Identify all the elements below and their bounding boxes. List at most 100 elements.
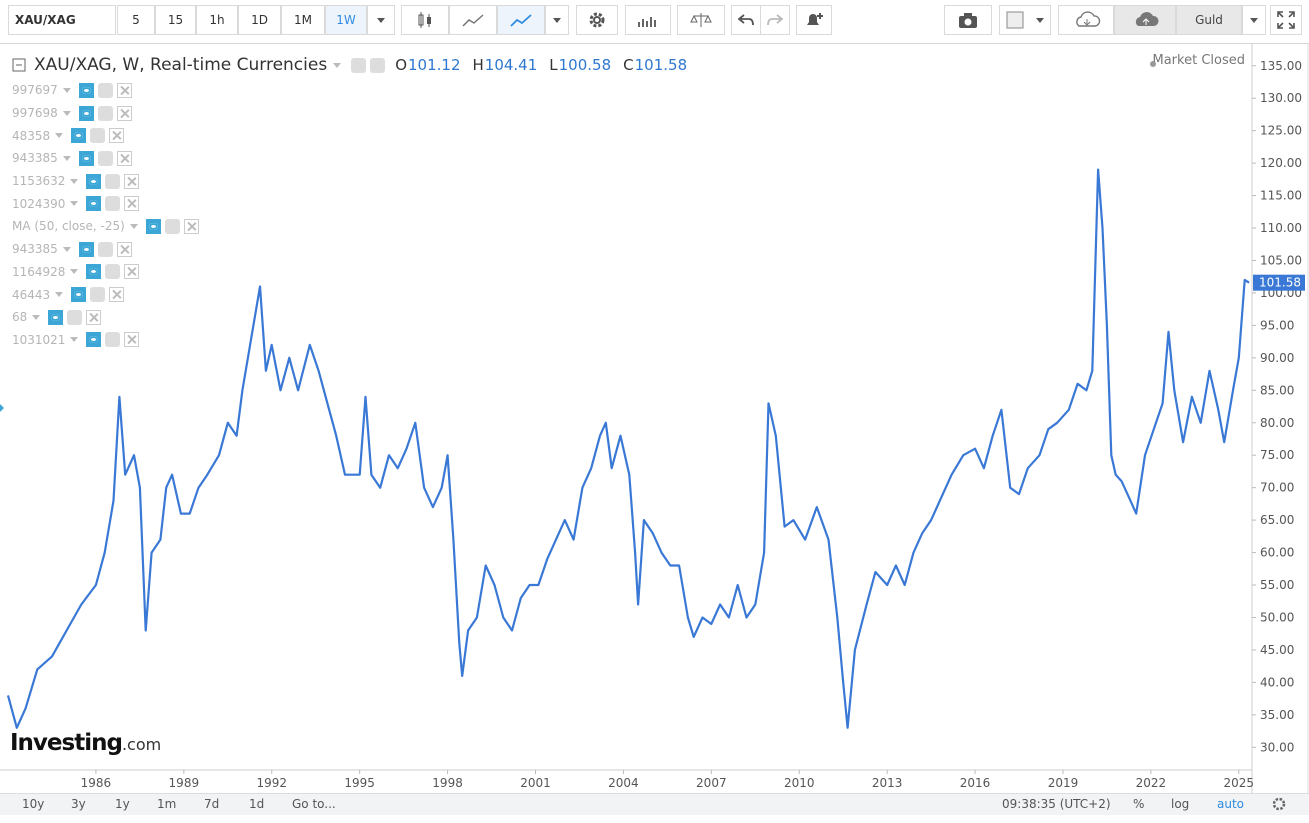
side-arrow[interactable] [0,404,4,412]
indicator-row: 943385 [12,147,203,170]
eye-icon[interactable] [86,332,102,348]
gear-icon[interactable] [105,332,121,348]
indicators-button[interactable] [625,5,671,35]
ohlc: O 101.12 H 104.41 L 100.58 C 101.58 [395,56,699,74]
gear-icon[interactable] [90,128,106,144]
gear-icon[interactable] [164,218,180,234]
eye-icon[interactable] [48,309,64,325]
indicator-name: 68 [12,310,28,325]
interval-button[interactable]: 1D [238,5,281,35]
caret [70,269,79,275]
eye-icon[interactable] [86,264,102,280]
eye-icon[interactable] [78,241,94,257]
caret [70,201,79,207]
ohlc-label: H [472,56,484,74]
caret [129,223,138,229]
gear-icon[interactable] [97,82,113,98]
line-button[interactable] [497,5,545,35]
series-title: XAU/XAG, W, Real-time Currencies [34,55,328,75]
language-select[interactable]: Guld [1176,5,1242,35]
interval-button[interactable]: 1h [196,5,238,35]
eye-icon[interactable] [86,196,102,212]
y-tick-label: 135.00 [1260,59,1302,73]
remove-icon[interactable] [124,173,140,189]
gear-icon[interactable] [97,150,113,166]
settings-icon[interactable] [1272,797,1286,815]
ohlc-label: C [623,56,634,74]
remove-icon[interactable] [124,332,140,348]
scale-option[interactable]: log [1171,797,1190,811]
indicator-list: 997697 997698 48358 943385 1153632 1024390 MA … [12,79,203,351]
remove-icon[interactable] [183,218,199,234]
y-tick-label: 30.00 [1260,740,1294,754]
range-button[interactable]: 1m [157,797,177,811]
eye-icon[interactable] [86,173,102,189]
remove-icon[interactable] [116,150,132,166]
indicator-row: 1031021 [12,329,203,352]
range-button[interactable]: 3y [71,797,86,811]
scale-option[interactable]: auto [1217,797,1245,811]
gear-icon[interactable] [105,173,121,189]
alert-button[interactable] [796,5,832,35]
x-tick-label: 1992 [256,776,287,790]
chart: Investing.com Market Closed 30.00 35.00 40… [0,44,1309,793]
y-tick-label: 65.00 [1260,513,1294,527]
eye-icon[interactable] [78,82,94,98]
chart-type-dropdown[interactable] [545,5,569,35]
gear-icon[interactable] [97,241,113,257]
interval-button[interactable]: 1M [281,5,325,35]
candles-button[interactable] [401,5,449,35]
watermark: Investing.com [10,730,161,756]
gear-icon[interactable] [105,264,121,280]
color-button[interactable] [999,5,1051,35]
collapse-icon[interactable] [12,58,26,72]
remove-icon[interactable] [116,241,132,257]
gear-icon[interactable] [105,196,121,212]
settings-button[interactable] [576,5,618,35]
eye-icon[interactable] [351,57,367,73]
language-dropdown[interactable] [1242,5,1266,35]
undo-button[interactable] [731,5,761,35]
gear-icon[interactable] [97,105,113,121]
indicator-row: 1024390 [12,192,203,215]
range-button[interactable]: 1y [115,797,130,811]
eye-icon[interactable] [78,150,94,166]
gear-icon[interactable] [90,287,106,303]
interval-button[interactable]: 5 [117,5,155,35]
interval-dropdown[interactable] [367,5,395,35]
range-button[interactable]: 1d [249,797,265,811]
y-tick-label: 115.00 [1260,189,1302,203]
eye-icon[interactable] [71,287,87,303]
indicator-row: 997697 [12,79,203,102]
scale-option[interactable]: % [1133,797,1145,811]
range-button[interactable]: 10y [22,797,45,811]
gear-icon[interactable] [67,309,83,325]
fullscreen-button[interactable] [1270,5,1302,35]
save-button[interactable] [1114,5,1176,35]
eye-icon[interactable] [78,105,94,121]
symbol-input[interactable]: XAU/XAG [8,5,116,35]
compare-button[interactable] [677,5,725,35]
toolbar: XAU/XAG Guld 5 15 1h 1D 1M 1W [0,0,1309,44]
redo-button[interactable] [760,5,790,35]
area-button[interactable] [449,5,497,35]
eye-icon[interactable] [145,218,161,234]
remove-icon[interactable] [109,128,125,144]
interval-button[interactable]: 15 [155,5,196,35]
remove-icon[interactable] [116,105,132,121]
remove-icon[interactable] [109,287,125,303]
range-button[interactable]: 7d [204,797,220,811]
interval-button[interactable]: 1W [325,5,367,35]
gear-icon[interactable] [370,57,386,73]
remove-icon[interactable] [86,309,102,325]
screenshot-button[interactable] [944,5,992,35]
indicator-name: 943385 [12,242,58,257]
x-tick-label: 1986 [81,776,112,790]
remove-icon[interactable] [116,82,132,98]
load-button[interactable] [1058,5,1114,35]
remove-icon[interactable] [124,196,140,212]
goto-button[interactable]: Go to... [292,797,336,811]
remove-icon[interactable] [124,264,140,280]
eye-icon[interactable] [71,128,87,144]
